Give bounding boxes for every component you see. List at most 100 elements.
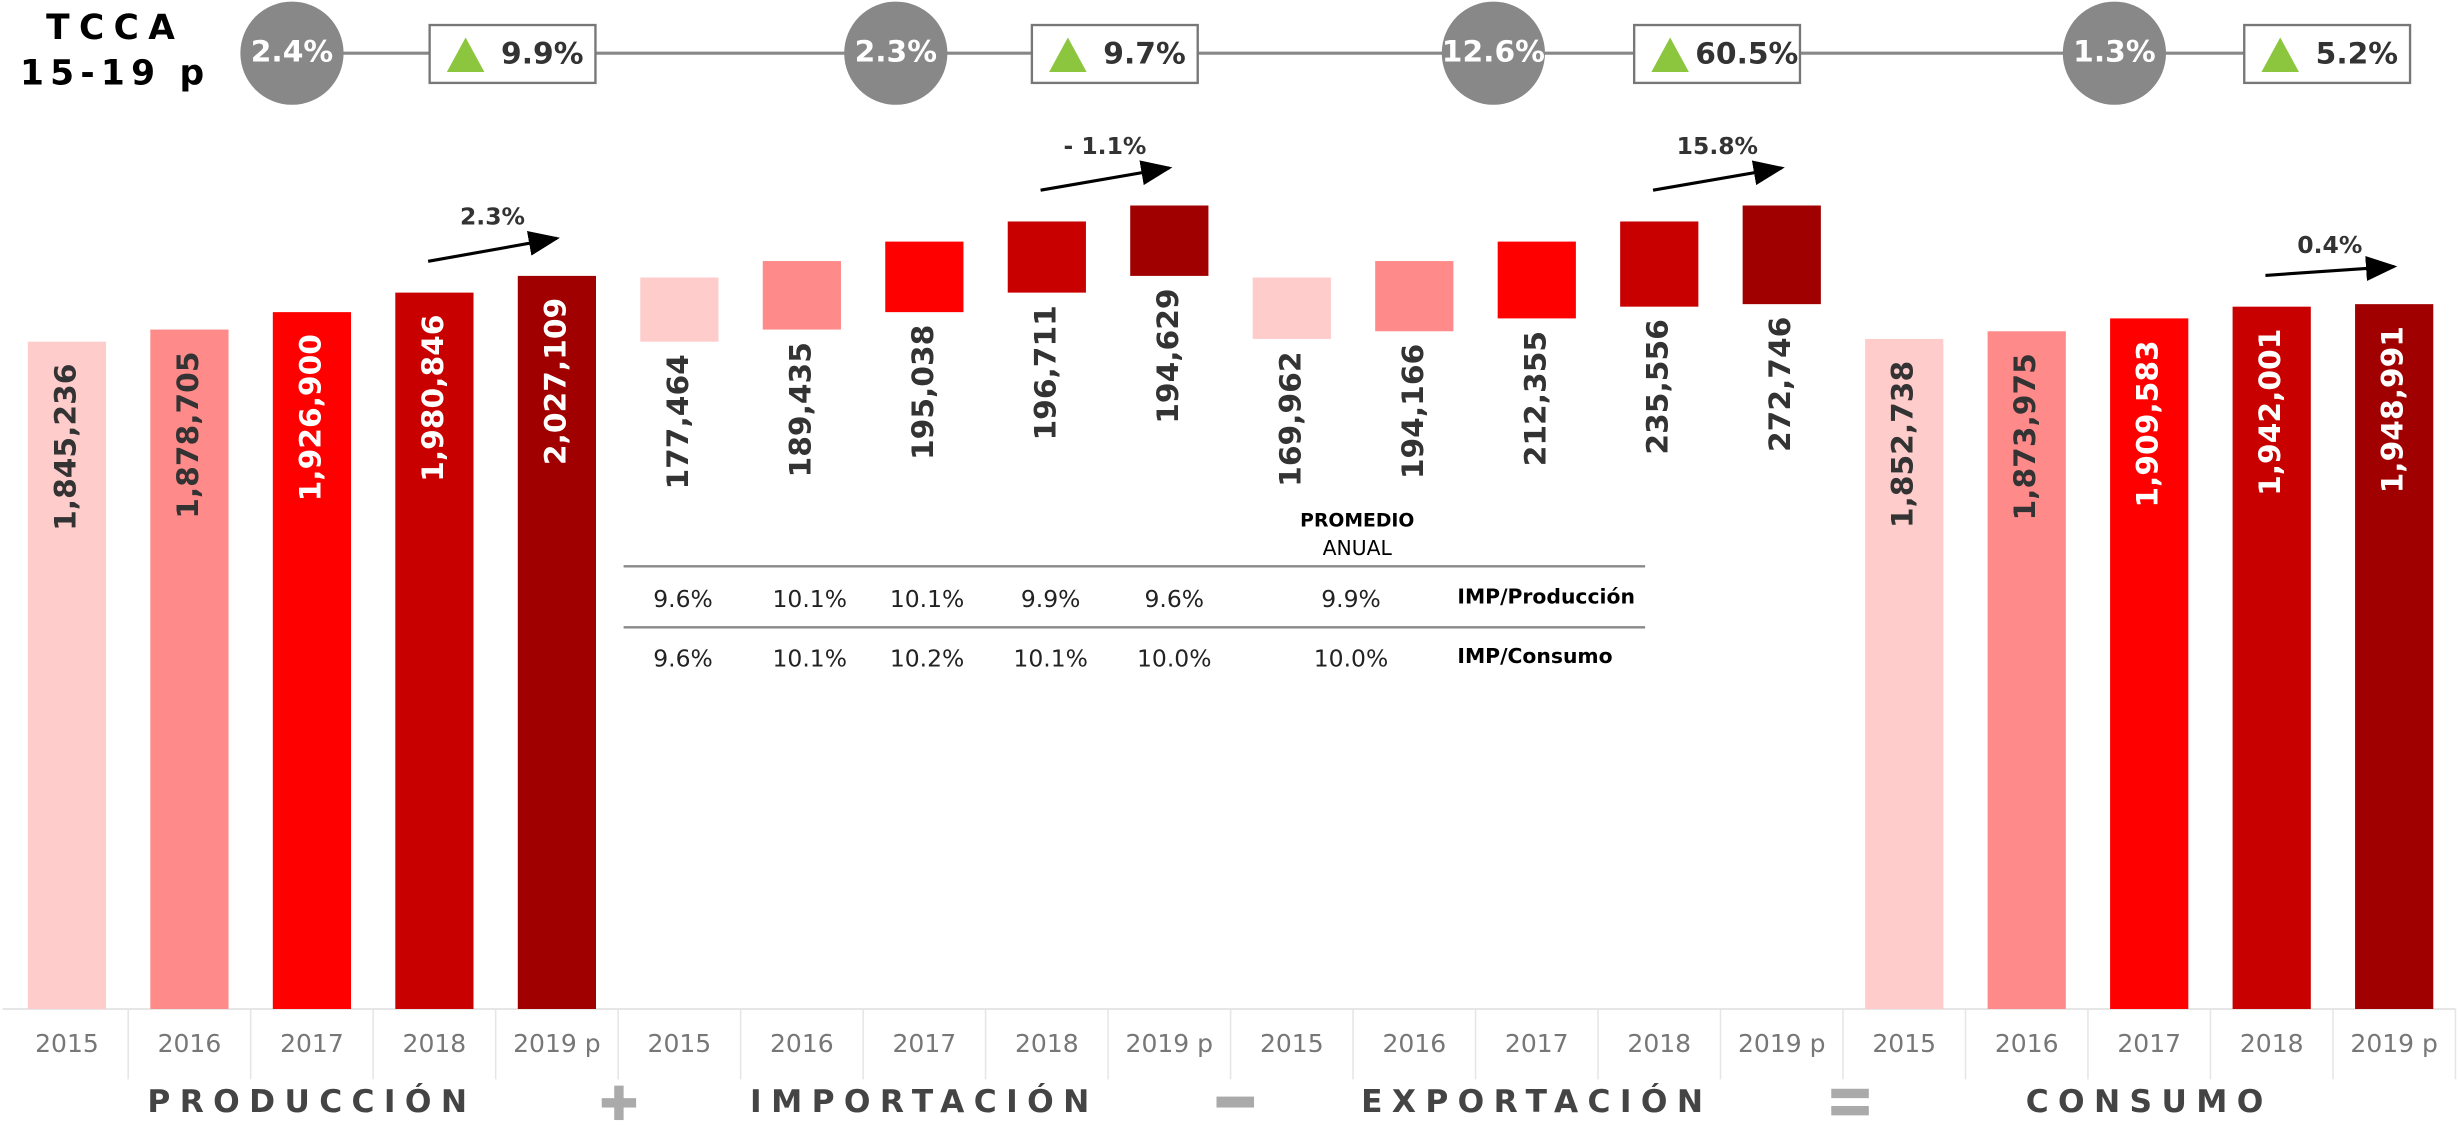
trend-label: 15.8% bbox=[1677, 132, 1758, 160]
value-label: 1,852,738 bbox=[1886, 361, 1921, 528]
value-label: 177,464 bbox=[661, 354, 696, 489]
operators bbox=[601, 1085, 1869, 1121]
table-cell: 9.6% bbox=[653, 585, 713, 613]
trend-arrow bbox=[1040, 160, 1173, 192]
x-tick-label: 2019 p bbox=[2350, 1029, 2438, 1058]
trend-label: - 1.1% bbox=[1063, 132, 1146, 160]
tcca-circle bbox=[240, 1, 344, 105]
group-title: PRODUCCIÓN bbox=[147, 1081, 476, 1120]
table-cell: 10.1% bbox=[773, 645, 848, 673]
table-average: 9.9% bbox=[1321, 585, 1381, 613]
value-label: 196,711 bbox=[1028, 305, 1063, 440]
x-tick-label: 2017 bbox=[893, 1029, 957, 1058]
tcca-value: 12.6% bbox=[1442, 35, 1545, 70]
table-average: 10.0% bbox=[1314, 645, 1389, 673]
x-tick-label: 2019 p bbox=[513, 1029, 601, 1058]
table-cell: 9.6% bbox=[653, 645, 713, 673]
bar bbox=[762, 261, 841, 330]
tcca-period: 15-19 p bbox=[20, 54, 210, 94]
value-label: 194,166 bbox=[1396, 344, 1431, 479]
bar bbox=[1130, 205, 1209, 276]
bar bbox=[1007, 221, 1086, 293]
plus-sign bbox=[614, 1085, 624, 1121]
x-tick-label: 2016 bbox=[770, 1029, 834, 1058]
bar bbox=[395, 292, 474, 1009]
table-cell: 10.1% bbox=[773, 585, 848, 613]
table-header: ANUAL bbox=[1323, 536, 1393, 560]
value-label: 1,980,846 bbox=[416, 315, 451, 482]
value-label: 195,038 bbox=[906, 325, 941, 460]
bar bbox=[2232, 306, 2311, 1009]
table-cell: 10.1% bbox=[1013, 645, 1088, 673]
bar bbox=[517, 275, 596, 1009]
bar bbox=[1742, 205, 1821, 305]
value-label: 194,629 bbox=[1151, 288, 1186, 423]
bar bbox=[1252, 277, 1331, 339]
value-label: 212,355 bbox=[1518, 331, 1553, 466]
tcca-value: 2.3% bbox=[855, 35, 937, 70]
x-tick-label: 2016 bbox=[1995, 1029, 2059, 1058]
group-title: CONSUMO bbox=[2026, 1084, 2273, 1120]
up-triangle bbox=[1651, 37, 1689, 72]
x-tick-label: 2018 bbox=[1627, 1029, 1691, 1058]
value-label: 235,556 bbox=[1641, 319, 1676, 454]
x-tick-label: 2015 bbox=[35, 1029, 99, 1058]
bar bbox=[1497, 241, 1576, 319]
table-row-label: IMP/Consumo bbox=[1457, 644, 1612, 668]
minus-sign bbox=[1216, 1096, 1255, 1108]
trend-label: 0.4% bbox=[2297, 231, 2362, 259]
table-cell: 10.0% bbox=[1137, 645, 1212, 673]
x-tick-label: 2015 bbox=[1872, 1029, 1936, 1058]
trend-label: 2.3% bbox=[460, 203, 525, 231]
bar bbox=[640, 277, 719, 342]
value-label: 169,962 bbox=[1273, 351, 1308, 486]
equals-sign bbox=[1831, 1105, 1869, 1116]
bar bbox=[1620, 221, 1699, 307]
table-header: PROMEDIO bbox=[1300, 510, 1414, 531]
tcca-value: 1.3% bbox=[2073, 35, 2155, 70]
table-cell: 10.1% bbox=[890, 585, 965, 613]
change-value: 9.7% bbox=[1103, 36, 1185, 71]
tcca-value: 2.4% bbox=[251, 35, 333, 70]
value-label: 1,942,001 bbox=[2253, 329, 2288, 496]
value-label: 1,878,705 bbox=[171, 351, 206, 518]
group-title: EXPORTACIÓN bbox=[1361, 1081, 1712, 1120]
x-tick-label: 2018 bbox=[403, 1029, 467, 1058]
x-tick-label: 2015 bbox=[1260, 1029, 1324, 1058]
value-label: 272,746 bbox=[1763, 317, 1798, 452]
trend-arrow bbox=[2265, 256, 2398, 282]
up-triangle bbox=[446, 37, 485, 72]
bar bbox=[150, 329, 229, 1009]
value-label: 2,027,109 bbox=[538, 298, 573, 465]
tcca-title: TCCA bbox=[46, 8, 184, 48]
value-label: 1,948,991 bbox=[2376, 326, 2411, 493]
x-tick-label: 2019 p bbox=[1126, 1029, 1214, 1058]
x-tick-label: 2018 bbox=[2240, 1029, 2304, 1058]
x-tick-label: 2015 bbox=[648, 1029, 712, 1058]
x-tick-label: 2017 bbox=[1505, 1029, 1569, 1058]
change-value: 9.9% bbox=[501, 36, 583, 71]
tcca-circle bbox=[844, 1, 948, 105]
value-label: 1,926,900 bbox=[293, 334, 328, 501]
x-tick-label: 2016 bbox=[158, 1029, 222, 1058]
x-tick-label: 2019 p bbox=[1738, 1029, 1826, 1058]
x-tick-label: 2017 bbox=[280, 1029, 344, 1058]
trend-arrow bbox=[427, 230, 560, 263]
change-value: 60.5% bbox=[1695, 36, 1798, 71]
table-cell: 10.2% bbox=[890, 645, 965, 673]
x-tick-label: 2018 bbox=[1015, 1029, 1079, 1058]
value-label: 1,845,236 bbox=[48, 364, 83, 531]
value-label: 1,909,583 bbox=[2131, 340, 2166, 507]
group-title: IMPORTACIÓN bbox=[750, 1081, 1099, 1120]
tcca-circle bbox=[1441, 1, 1545, 105]
up-triangle bbox=[1049, 37, 1087, 72]
bar bbox=[2110, 318, 2189, 1009]
bar bbox=[1375, 261, 1454, 332]
trend-arrow bbox=[1652, 160, 1785, 192]
table-row-label: IMP/Producción bbox=[1457, 585, 1635, 609]
bar bbox=[27, 341, 107, 1009]
bar bbox=[1865, 338, 1944, 1009]
bar bbox=[2355, 304, 2434, 1009]
tcca-circle bbox=[2062, 1, 2167, 105]
